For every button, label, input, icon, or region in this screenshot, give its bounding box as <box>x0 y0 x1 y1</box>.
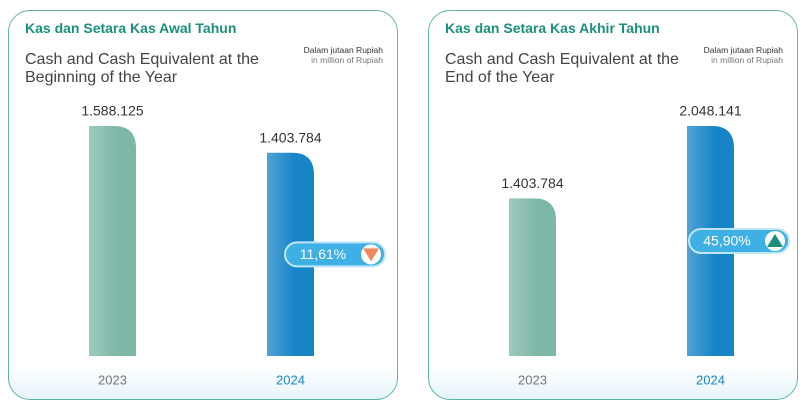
chart: 1.588.125 2023 1.403.784 2024 11,61% <box>81 103 386 387</box>
x-tick-label: 2023 <box>518 372 547 387</box>
chart: 1.403.784 2023 2.048.141 2024 45,90% <box>501 103 790 387</box>
change-label: 45,90% <box>703 233 750 249</box>
panel: Kas dan Setara Kas Akhir Tahun Cash and … <box>428 10 798 400</box>
value-label: 2.048.141 <box>679 103 741 119</box>
unit-note: Dalam jutaan Rupiah in million of Rupiah <box>704 45 783 65</box>
unit-note-en: in million of Rupiah <box>311 55 383 65</box>
chart-title: Kas dan Setara Kas Awal Tahun <box>25 20 237 36</box>
value-label: 1.588.125 <box>81 103 143 119</box>
change-label: 11,61% <box>300 246 346 262</box>
unit-note-id: Dalam jutaan Rupiah <box>303 45 383 55</box>
x-tick-label: 2023 <box>98 372 127 387</box>
chart-subtitle: Cash and Cash Equivalent at the End of t… <box>445 51 679 86</box>
panel: Kas dan Setara Kas Awal Tahun Cash and C… <box>8 10 398 400</box>
value-label: 1.403.784 <box>501 175 563 191</box>
change-badge <box>688 228 790 254</box>
change-arrow <box>767 234 783 247</box>
x-tick-label: 2024 <box>276 372 305 387</box>
unit-note-id: Dalam jutaan Rupiah <box>703 45 783 55</box>
unit-note-en: in million of Rupiah <box>711 55 783 65</box>
unit-note: Dalam jutaan Rupiah in million of Rupiah <box>304 45 383 65</box>
value-label: 1.403.784 <box>259 129 321 145</box>
x-tick-label: 2024 <box>696 372 725 387</box>
chart-title: Kas dan Setara Kas Akhir Tahun <box>445 20 660 36</box>
bar <box>509 198 556 356</box>
change-badge <box>284 241 386 268</box>
bar <box>89 126 136 356</box>
chart-subtitle: Cash and Cash Equivalent at the Beginnin… <box>25 51 259 86</box>
change-arrow <box>363 248 379 262</box>
